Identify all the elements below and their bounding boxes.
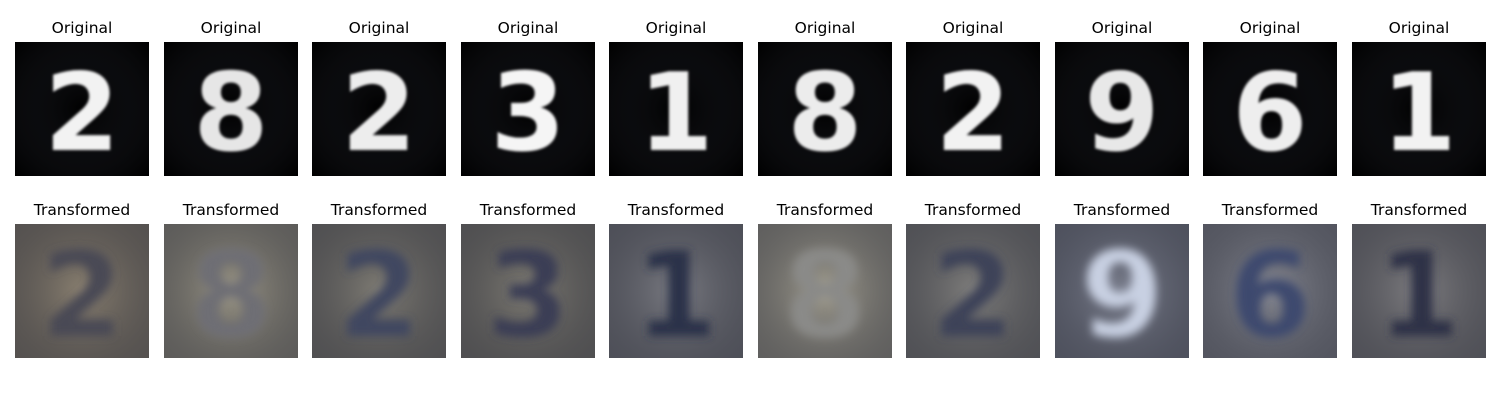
transformed-digit-image: 2 — [312, 224, 446, 358]
original-title: Original — [51, 19, 113, 37]
digit-glyph: 9 — [1081, 226, 1163, 358]
transformed-title: Transformed — [1370, 201, 1468, 219]
transformed-title: Transformed — [627, 201, 725, 219]
original-digit-image: 6 — [1203, 42, 1337, 176]
digit-glyph: 2 — [44, 51, 119, 176]
transformed-title: Transformed — [776, 201, 874, 219]
transformed-digit-image: 8 — [758, 224, 892, 358]
digit-glyph: 2 — [935, 51, 1010, 176]
digit-glyph: 6 — [1229, 226, 1311, 358]
original-digit-image: 1 — [1352, 42, 1486, 176]
transformed-title: Transformed — [182, 201, 280, 219]
transformed-title: Transformed — [1221, 201, 1319, 219]
digit-glyph: 2 — [338, 226, 420, 358]
transformed-digit-image: 1 — [609, 224, 743, 358]
original-digit-image: 8 — [164, 42, 298, 176]
transformed-digit-image: 1 — [1352, 224, 1486, 358]
digit-glyph: 8 — [787, 51, 862, 176]
transformed-title: Transformed — [330, 201, 428, 219]
original-digit-image: 9 — [1055, 42, 1189, 176]
transformed-title: Transformed — [1073, 201, 1171, 219]
original-title: Original — [794, 19, 856, 37]
digit-glyph: 2 — [341, 51, 416, 176]
digit-glyph: 2 — [41, 226, 123, 358]
digit-glyph: 1 — [1381, 51, 1456, 176]
digit-glyph: 1 — [1378, 226, 1460, 358]
digit-glyph: 1 — [635, 226, 717, 358]
transformed-digit-image: 6 — [1203, 224, 1337, 358]
transformed-digit-image: 2 — [906, 224, 1040, 358]
original-title: Original — [348, 19, 410, 37]
digit-glyph: 2 — [932, 226, 1014, 358]
original-title: Original — [1239, 19, 1301, 37]
digit-glyph: 8 — [193, 51, 268, 176]
digit-glyph: 3 — [490, 51, 565, 176]
original-title: Original — [645, 19, 707, 37]
original-title: Original — [1091, 19, 1153, 37]
original-title: Original — [1388, 19, 1450, 37]
digit-glyph: 9 — [1084, 51, 1159, 176]
digit-glyph: 8 — [190, 226, 272, 358]
digit-glyph: 6 — [1232, 51, 1307, 176]
original-digit-image: 2 — [15, 42, 149, 176]
original-digit-image: 2 — [312, 42, 446, 176]
transformed-digit-image: 2 — [15, 224, 149, 358]
transformed-title: Transformed — [924, 201, 1022, 219]
original-title: Original — [200, 19, 262, 37]
transformed-title: Transformed — [33, 201, 131, 219]
digit-glyph: 1 — [638, 51, 713, 176]
transformed-digit-image: 9 — [1055, 224, 1189, 358]
digit-glyph: 8 — [784, 226, 866, 358]
transformed-title: Transformed — [479, 201, 577, 219]
original-digit-image: 2 — [906, 42, 1040, 176]
transformed-digit-image: 3 — [461, 224, 595, 358]
original-title: Original — [942, 19, 1004, 37]
original-digit-image: 8 — [758, 42, 892, 176]
original-digit-image: 3 — [461, 42, 595, 176]
digit-glyph: 3 — [487, 226, 569, 358]
original-digit-image: 1 — [609, 42, 743, 176]
transformed-digit-image: 8 — [164, 224, 298, 358]
original-title: Original — [497, 19, 559, 37]
